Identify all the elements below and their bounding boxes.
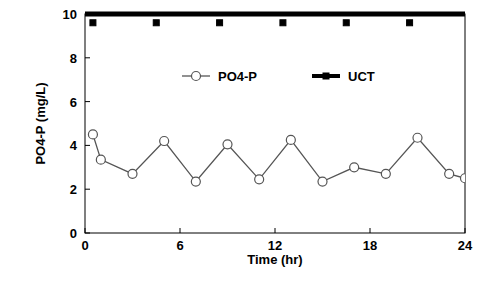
point xyxy=(223,140,232,149)
point xyxy=(445,169,454,178)
point xyxy=(191,177,200,186)
y-tick-label: 4 xyxy=(70,138,78,153)
point xyxy=(350,163,359,172)
chart: 061218240246810Time (hr)PO4-P (mg/L)PO4-… xyxy=(0,0,489,290)
y-tick-label: 0 xyxy=(70,226,77,241)
x-axis-label: Time (hr) xyxy=(247,252,302,267)
point xyxy=(153,20,159,26)
x-tick-label: 18 xyxy=(363,238,377,253)
point xyxy=(217,20,223,26)
legend-line xyxy=(312,74,340,78)
x-tick-label: 12 xyxy=(268,238,282,253)
point xyxy=(128,169,137,178)
legend-label: UCT xyxy=(348,69,375,84)
y-tick-label: 8 xyxy=(70,51,77,66)
y-tick-label: 10 xyxy=(63,7,77,22)
y-axis-label: PO4-P (mg/L) xyxy=(33,82,48,164)
x-tick-label: 24 xyxy=(458,238,473,253)
x-tick xyxy=(180,228,181,233)
point xyxy=(90,20,96,26)
point xyxy=(318,177,327,186)
plot-area xyxy=(88,20,465,186)
legend-marker xyxy=(323,73,329,79)
x-tick xyxy=(370,228,371,233)
legend-entry: PO4-P xyxy=(182,69,257,84)
y-tick-label: 6 xyxy=(70,95,77,110)
y-tick xyxy=(85,145,90,146)
point xyxy=(280,20,286,26)
y-tick-label: 2 xyxy=(70,182,77,197)
x-tick-label: 0 xyxy=(81,238,88,253)
y-tick xyxy=(85,101,90,102)
point xyxy=(255,175,264,184)
legend-entry: UCT xyxy=(312,69,375,84)
point xyxy=(160,137,169,146)
y-tick xyxy=(85,189,90,190)
point xyxy=(461,174,466,183)
point xyxy=(96,155,105,164)
y-tick xyxy=(85,57,90,58)
x-tick-label: 6 xyxy=(176,238,183,253)
point xyxy=(381,169,390,178)
point xyxy=(413,133,422,142)
point xyxy=(88,130,97,139)
point xyxy=(407,20,413,26)
legend-marker xyxy=(192,72,201,81)
x-tick xyxy=(275,228,276,233)
plot-frame-top xyxy=(85,12,465,17)
plot-frame xyxy=(85,14,465,233)
legend-label: PO4-P xyxy=(218,69,257,84)
point xyxy=(343,20,349,26)
point xyxy=(286,135,295,144)
series-line xyxy=(93,134,465,181)
